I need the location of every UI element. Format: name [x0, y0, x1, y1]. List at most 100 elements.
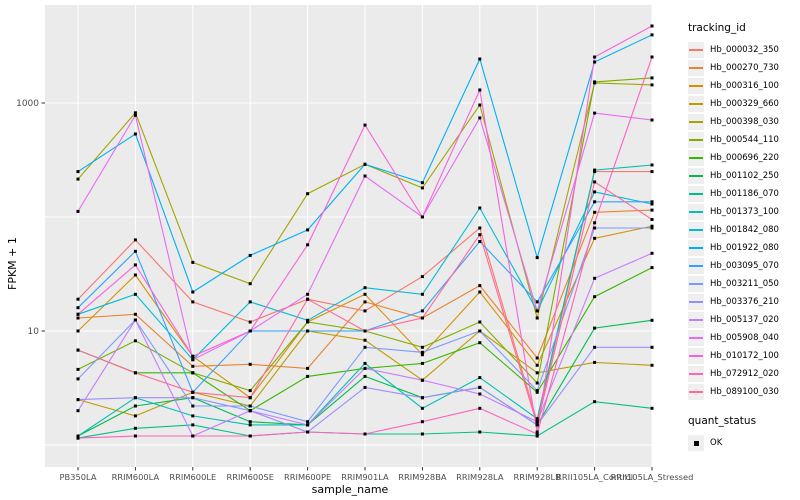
point-marker: [248, 420, 252, 424]
legend-item-label: Hb_003095_070: [710, 261, 779, 271]
legend-key: [688, 114, 704, 130]
x-tick-label: RRIM600LA: [112, 472, 160, 482]
point-marker: [478, 206, 482, 210]
point-marker: [650, 226, 654, 230]
point-marker: [420, 350, 424, 354]
series-color-line-icon: [689, 355, 703, 357]
point-marker: [248, 282, 252, 286]
point-marker: [650, 200, 654, 204]
point-marker: [478, 103, 482, 107]
point-marker: [420, 396, 424, 400]
y-tick-label: 1000: [16, 99, 39, 109]
series-color-line-icon: [689, 175, 703, 177]
plot-area: 10 1000 PB350LA RRIM600LA RRIM600LE RRIM600SE…: [16, 5, 693, 482]
point-marker: [593, 360, 597, 364]
point-marker: [191, 371, 195, 375]
point-marker: [420, 215, 424, 219]
legend-item-Hb_010172_100: Hb_010172_100: [688, 347, 800, 365]
point-marker: [420, 406, 424, 410]
legend-key: [688, 150, 704, 166]
series-color-line-icon: [689, 85, 703, 87]
legend-item-Hb_072912_020: Hb_072912_020: [688, 365, 800, 383]
legend-item-label: Hb_005908_040: [710, 333, 779, 343]
point-marker: [535, 256, 539, 260]
point-marker: [363, 345, 367, 349]
point-marker: [420, 186, 424, 190]
point-marker: [478, 116, 482, 120]
point-marker: [593, 200, 597, 204]
point-marker: [248, 409, 252, 413]
legend-item-Hb_000270_730: Hb_000270_730: [688, 59, 800, 77]
legend-item-label: Hb_000398_030: [710, 117, 779, 127]
point-marker: [76, 436, 80, 440]
point-marker: [76, 177, 80, 181]
point-marker: [306, 228, 310, 232]
legend-item-Hb_089100_030: Hb_089100_030: [688, 383, 800, 401]
point-marker: [593, 168, 597, 172]
data-points: [76, 24, 654, 440]
point-marker: [76, 312, 80, 316]
legend-item-Hb_003211_050: Hb_003211_050: [688, 275, 800, 293]
point-marker: [593, 221, 597, 225]
point-marker: [306, 297, 310, 301]
point-marker: [133, 263, 137, 267]
legend-item-Hb_000398_030: Hb_000398_030: [688, 113, 800, 131]
point-marker: [478, 284, 482, 288]
point-marker: [76, 306, 80, 310]
legend-item-label: Hb_000329_660: [710, 99, 779, 109]
point-marker: [191, 423, 195, 427]
point-marker: [535, 389, 539, 393]
point-marker: [478, 57, 482, 61]
series-color-line-icon: [689, 193, 703, 195]
point-marker: [478, 290, 482, 294]
x-axis-title: sample_name: [311, 483, 389, 496]
point-marker: [478, 240, 482, 243]
legend-item-Hb_001922_080: Hb_001922_080: [688, 239, 800, 257]
legend-key: [688, 222, 704, 238]
series-color-line-icon: [689, 157, 703, 159]
point-marker: [306, 366, 310, 370]
legend-key: [688, 78, 704, 94]
legend-key: [688, 330, 704, 346]
point-marker: [133, 404, 137, 408]
point-marker: [478, 406, 482, 410]
legend-key: [688, 96, 704, 112]
point-marker: [420, 345, 424, 349]
x-tick-label: RRIM600LE: [169, 472, 216, 482]
point-marker: [593, 190, 597, 194]
point-marker: [191, 364, 195, 368]
legend-item-Hb_005137_020: Hb_005137_020: [688, 311, 800, 329]
y-tick-label: 10: [28, 327, 40, 337]
point-marker: [133, 292, 137, 296]
point-marker: [535, 300, 539, 304]
point-marker: [363, 385, 367, 389]
legend-item-label: Hb_000544_110: [710, 135, 779, 145]
point-marker: [191, 434, 195, 438]
point-marker: [363, 432, 367, 436]
point-marker: [306, 192, 310, 196]
y-axis: 10 1000: [16, 99, 45, 337]
point-marker: [133, 132, 137, 136]
legend-title-quant-status: quant_status: [688, 415, 757, 427]
point-marker: [306, 292, 310, 296]
legend-item-Hb_000329_660: Hb_000329_660: [688, 95, 800, 113]
point-marker: [363, 300, 367, 304]
point-marker: [650, 345, 654, 349]
point-marker: [76, 329, 80, 333]
point-marker: [650, 251, 654, 255]
point-marker: [535, 390, 539, 394]
point-marker: [363, 374, 367, 378]
series-color-line-icon: [689, 265, 703, 267]
point-marker: [191, 390, 195, 394]
point-marker: [535, 420, 539, 424]
legend-key: [688, 384, 704, 400]
legend-key: [688, 240, 704, 256]
point-marker: [363, 309, 367, 313]
point-marker: [133, 426, 137, 430]
legend-item-label: Hb_001102_250: [710, 171, 779, 181]
point-marker: [133, 339, 137, 343]
legend-item-label: Hb_005137_020: [710, 315, 779, 325]
point-marker: [593, 60, 597, 64]
point-marker: [133, 312, 137, 316]
legend-key: [688, 132, 704, 148]
